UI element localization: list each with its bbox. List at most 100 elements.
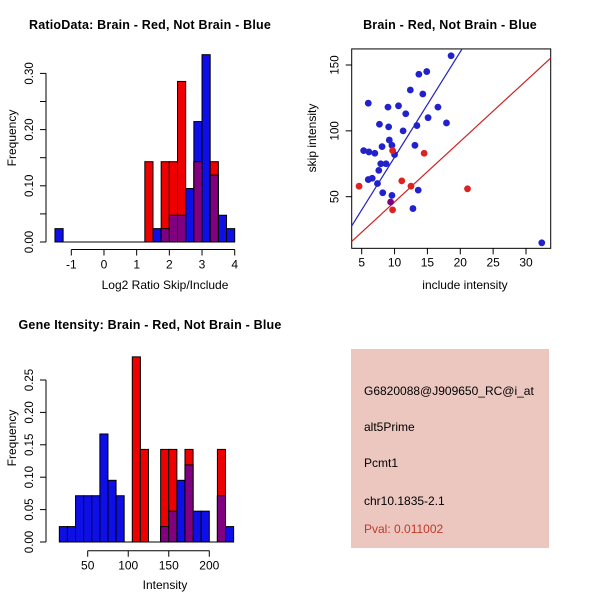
- tick-label: 2: [166, 258, 173, 272]
- tick-label: 0.25: [24, 369, 36, 391]
- data-point-not-brain: [423, 68, 431, 75]
- tick-label: 0.10: [24, 175, 36, 197]
- tick-label: 150: [159, 559, 179, 573]
- data-point-not-brain: [411, 141, 419, 149]
- hist-bar-overlap: [168, 214, 179, 243]
- fit-line-not-brain-fit: [351, 48, 463, 227]
- tick-label: 4: [231, 258, 238, 272]
- hist-bar-not-brain: [115, 495, 125, 543]
- hist-bar-brain: [144, 161, 154, 243]
- data-point-not-brain: [385, 123, 393, 131]
- hist-bar-not-brain: [99, 433, 109, 543]
- tick-label: 200: [199, 559, 219, 573]
- hist-bar-not-brain: [185, 187, 195, 243]
- hist-bar-not-brain: [226, 228, 236, 243]
- tick-label: 0.20: [24, 401, 36, 423]
- tick-label: 150: [330, 55, 342, 74]
- tick-label: -1: [66, 258, 77, 272]
- chart-title: Gene Itensity: Brain - Red, Not Brain - …: [18, 318, 282, 332]
- data-point-not-brain: [447, 52, 455, 60]
- hist-bar-not-brain: [66, 526, 77, 543]
- data-point-brain: [389, 206, 396, 214]
- hist-bar-not-brain: [201, 54, 211, 243]
- tick-label: 100: [330, 121, 342, 140]
- data-point-overlap: [387, 198, 395, 206]
- splice-type-text: alt5Prime: [364, 420, 415, 434]
- data-point-not-brain: [371, 149, 379, 157]
- data-point-not-brain: [434, 103, 442, 111]
- hist-bar-overlap: [216, 495, 227, 543]
- data-point-not-brain: [538, 239, 546, 247]
- data-point-not-brain: [365, 148, 373, 156]
- data-point-not-brain: [402, 110, 410, 118]
- tick-label: 5: [358, 255, 365, 269]
- x-axis-label: include intensity: [422, 278, 508, 292]
- panel-gene-info: G6820088@J909650_RC@i_at alt5Prime Pcmt1…: [300, 300, 600, 600]
- hist-bar-not-brain: [107, 479, 117, 543]
- tick-label: 100: [118, 559, 138, 573]
- chart-title: Brain - Red, Not Brain - Blue: [363, 18, 537, 32]
- hist-bar-overlap: [160, 526, 170, 543]
- data-point-brain: [398, 177, 406, 185]
- data-point-not-brain: [406, 86, 414, 94]
- data-point-not-brain: [409, 205, 417, 212]
- data-point-brain: [407, 182, 415, 190]
- hist-bar-not-brain: [58, 526, 68, 543]
- hist-bar-overlap: [160, 228, 170, 243]
- data-point-not-brain: [384, 103, 392, 111]
- tick-label: 25: [486, 255, 500, 269]
- fit-line-brain-fit: [351, 57, 552, 242]
- hist-bar-not-brain: [176, 479, 186, 543]
- tick-label: 15: [421, 255, 435, 269]
- tick-label: 0.10: [24, 466, 36, 488]
- data-point-not-brain: [385, 136, 393, 144]
- hist-bar-not-brain: [152, 228, 162, 243]
- hist-bar-not-brain: [192, 510, 202, 543]
- gene-intensity-histogram-plot: 50 100 150 200 0.00 0.05 0.10 0.15 0.20 0.25: [24, 356, 235, 573]
- hist-bar-overlap: [184, 464, 194, 543]
- ratio-histogram-plot: -1 0 1 2 3 4 0.00 0.10 0.20 0.30: [24, 54, 238, 272]
- tick-label: 0.00: [24, 531, 36, 553]
- pval-text: Pval: 0.011002: [364, 522, 444, 536]
- tick-label: 30: [519, 255, 533, 269]
- hist-bar-not-brain: [225, 526, 235, 543]
- data-point-not-brain: [375, 166, 383, 174]
- data-point-not-brain: [364, 176, 372, 183]
- chart-title: RatioData: Brain - Red, Not Brain - Blue: [28, 18, 272, 32]
- x-axis-label: Intensity: [142, 578, 188, 592]
- hist-bar-overlap: [177, 214, 187, 243]
- tick-label: 0.15: [24, 434, 36, 456]
- data-point-not-brain: [382, 160, 390, 168]
- tick-label: 0.20: [24, 118, 36, 140]
- hist-bar-not-brain: [91, 495, 101, 543]
- hist-bar-not-brain: [217, 214, 228, 243]
- data-point-not-brain: [424, 114, 432, 122]
- data-point-not-brain: [388, 141, 396, 149]
- data-point-not-brain: [360, 147, 368, 155]
- tick-label: 3: [199, 258, 206, 272]
- tick-label: 50: [330, 190, 342, 203]
- data-point-brain: [420, 149, 428, 157]
- data-point-not-brain: [399, 127, 407, 135]
- data-point-not-brain: [413, 122, 421, 129]
- gene-info-box: G6820088@J909650_RC@i_at alt5Prime Pcmt1…: [351, 349, 549, 548]
- data-point-not-brain: [415, 70, 423, 78]
- x-axis-label: Log2 Ratio Skip/Include: [101, 278, 229, 292]
- hist-bar-not-brain: [83, 495, 93, 543]
- tick-label: 0.05: [24, 498, 36, 520]
- hist-bar-brain: [139, 448, 149, 543]
- hist-bar-brain: [131, 356, 141, 543]
- data-point-brain: [389, 147, 396, 155]
- data-point-not-brain: [376, 120, 383, 128]
- data-point-not-brain: [388, 191, 396, 199]
- data-point-not-brain: [378, 143, 386, 151]
- intensity-scatter-plot: 5 10 15 20 25 30 50 100 150: [330, 48, 552, 269]
- panel-intensity-scatter: Brain - Red, Not Brain - Blue skip inten…: [300, 0, 600, 300]
- data-point-brain: [355, 182, 363, 190]
- plot-box: [351, 48, 552, 249]
- data-point-not-brain: [419, 90, 427, 98]
- hist-bar-not-brain: [200, 510, 210, 543]
- tick-label: 0.30: [24, 62, 36, 84]
- hist-bar-not-brain: [75, 495, 85, 543]
